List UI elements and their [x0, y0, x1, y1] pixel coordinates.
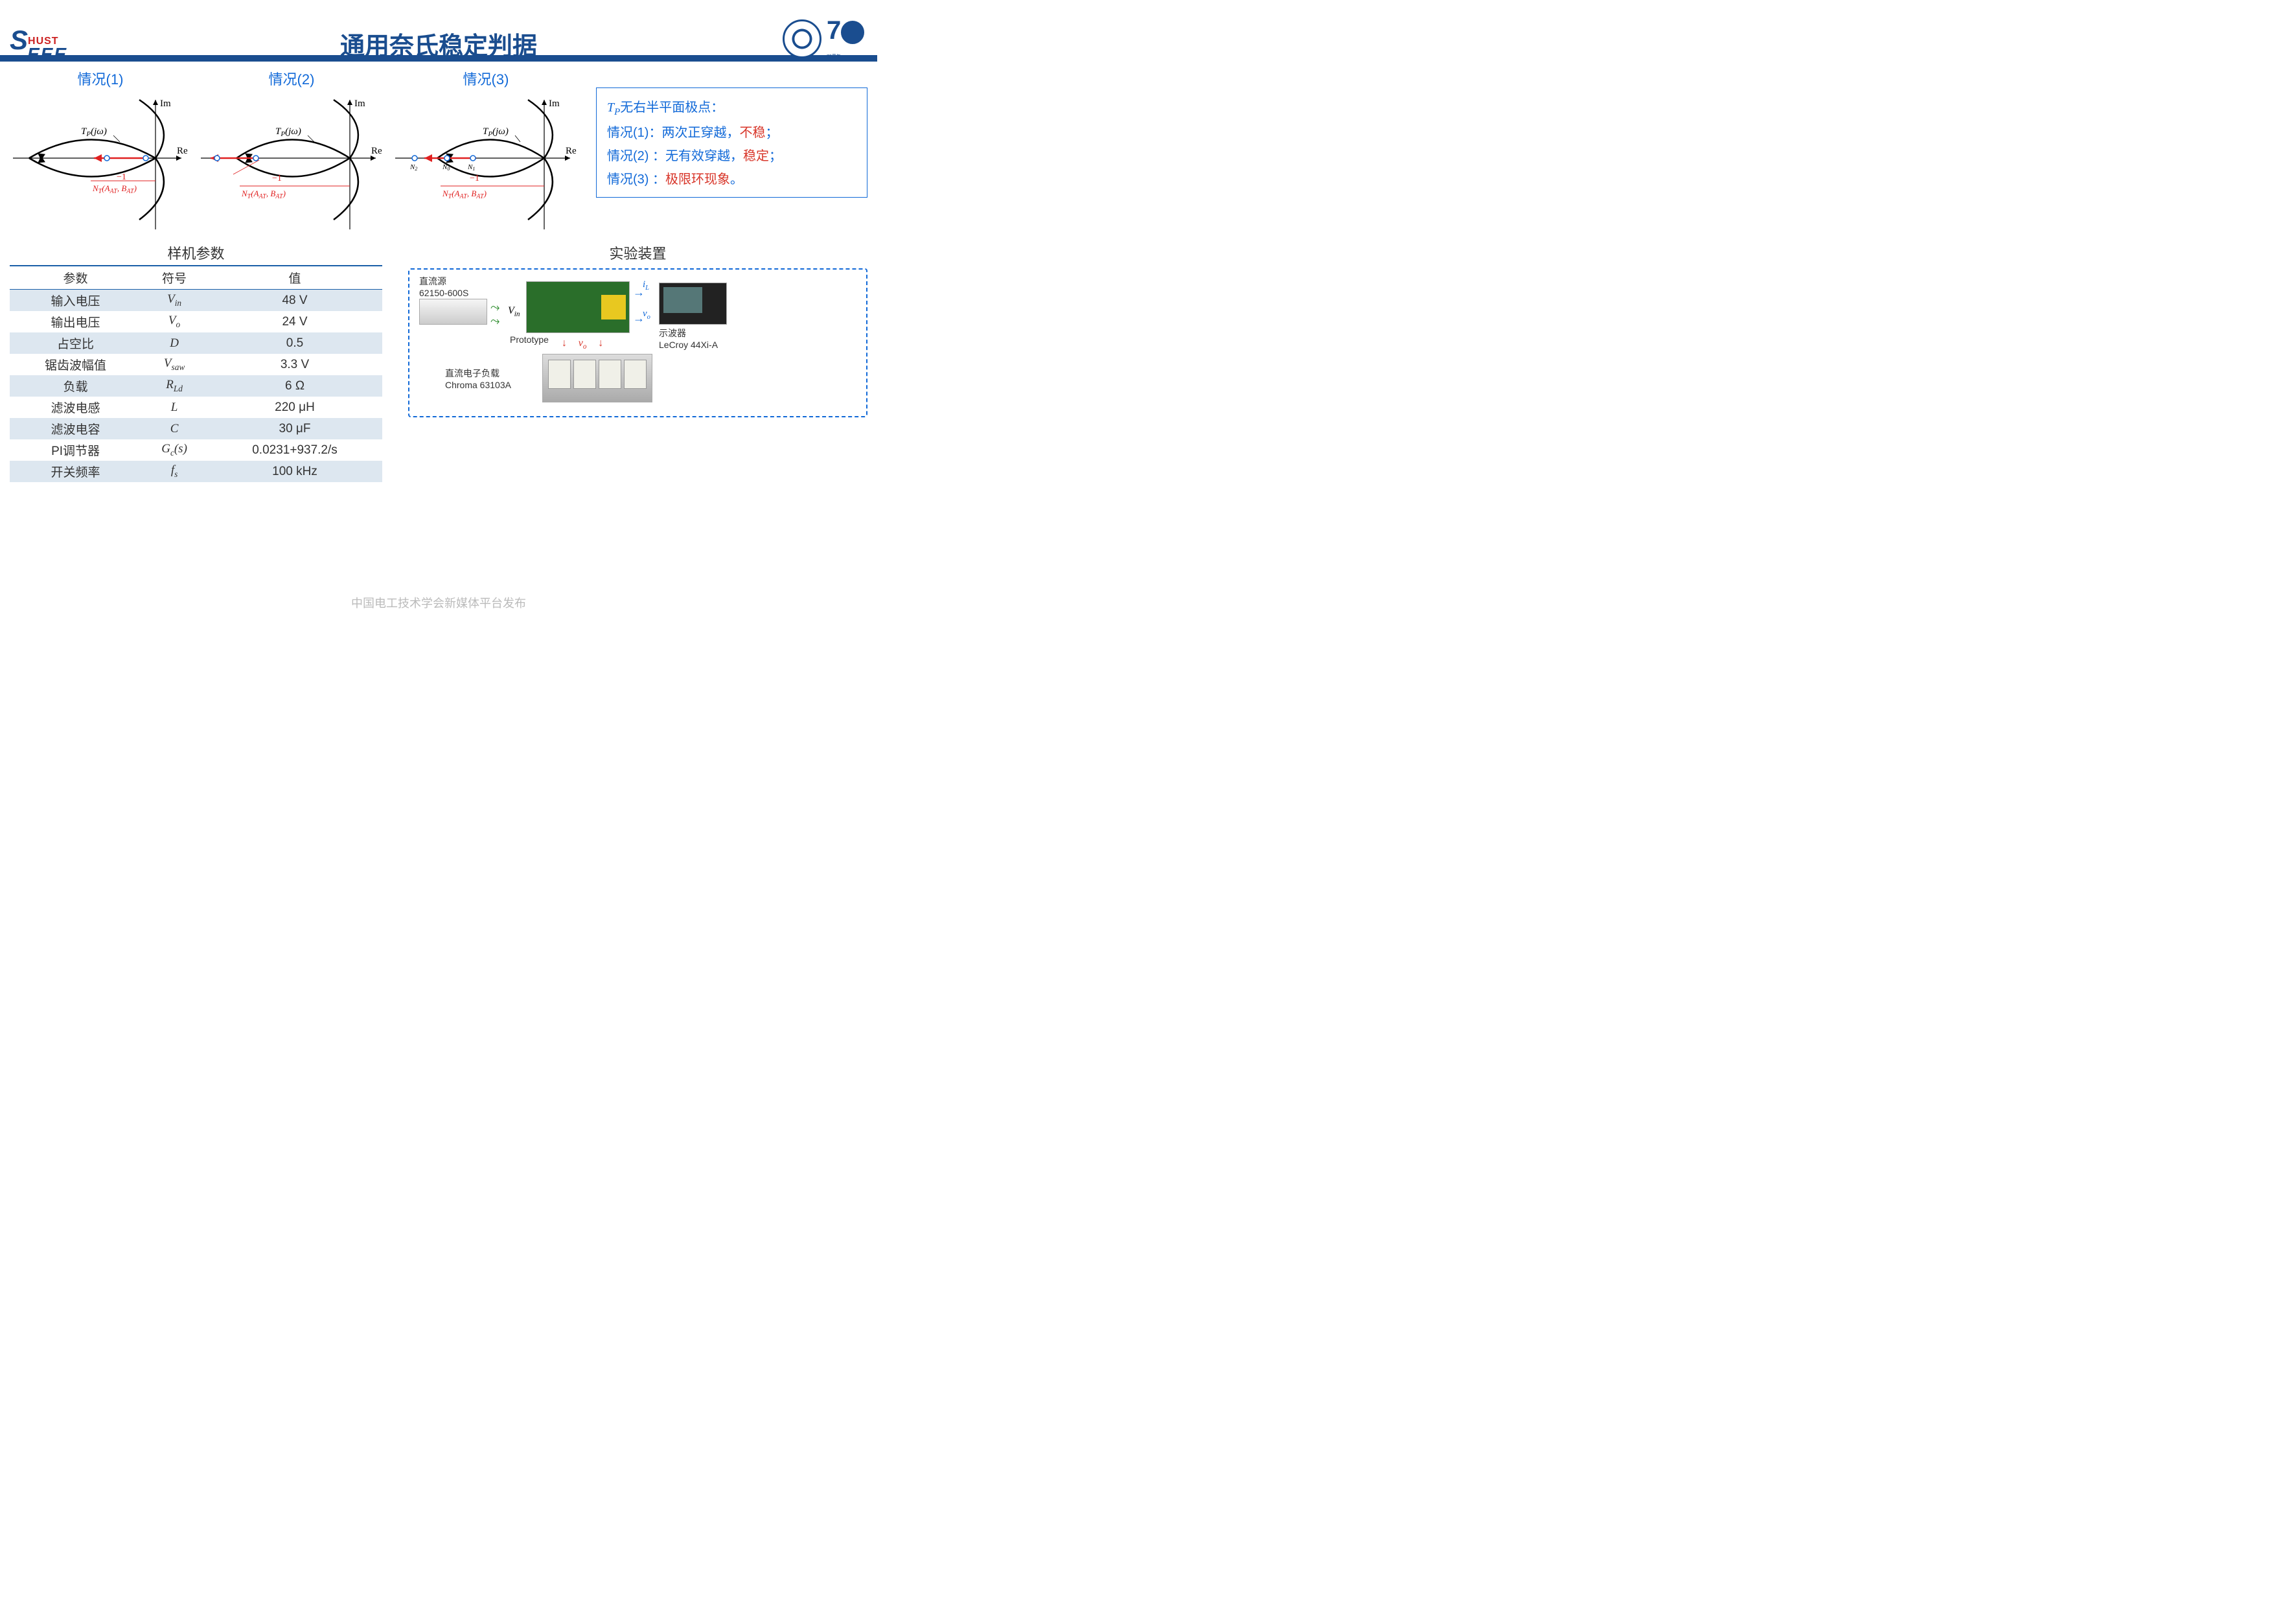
experiment-diagram: 直流源62150-600S ⤳⤳ Vin Prototype → iL → vo [408, 268, 867, 417]
vo-red-arrows: ↓ vo ↓ [562, 338, 603, 351]
svg-text:NT(AAT, BAT): NT(AAT, BAT) [241, 189, 286, 200]
dc-source-photo [419, 299, 487, 325]
anniversary-icon: 7 70周年 [827, 19, 866, 58]
table-title: 样机参数 [10, 242, 382, 263]
logo-right-group: 7 70周年 [783, 19, 866, 58]
diagram-case2: 情况(2) Im Re TP(jω) −1 NT(AAT, BAT) [198, 68, 385, 239]
svg-text:TP(jω): TP(jω) [275, 126, 301, 138]
params-table: 参数 符号 值 输入电压Vin48 V输出电压Vo24 V占空比D0.5锯齿波幅… [10, 265, 382, 482]
experiment-section: 实验装置 直流源62150-600S ⤳⤳ Vin Prototype → iL… [408, 242, 867, 482]
svg-text:TP(jω): TP(jω) [81, 126, 107, 138]
params-table-section: 样机参数 参数 符号 值 输入电压Vin48 V输出电压Vo24 V占空比D0.… [10, 242, 382, 482]
svg-text:−1: −1 [272, 174, 282, 183]
il-label: iL [643, 279, 649, 292]
prototype-label: Prototype [510, 334, 549, 345]
prototype-photo [526, 281, 630, 333]
svg-text:Im: Im [354, 99, 365, 109]
svg-text:Re: Re [177, 146, 188, 156]
nyquist-diagrams-row: 情况(1) Im Re TP(jω) −1 NT(AAT, BAT) [0, 62, 877, 239]
diagram-case1: 情况(1) Im Re TP(jω) −1 NT(AAT, BAT) [10, 68, 191, 239]
header: SHUST EEE 通用奈氏稳定判据 7 70周年 [0, 0, 877, 52]
svg-text:NT(AAT, BAT): NT(AAT, BAT) [442, 189, 487, 200]
table-row: 输出电压Vo24 V [10, 311, 382, 332]
legend-tp: T [607, 100, 614, 115]
case2-label: 情况(2) [198, 68, 385, 89]
load-photo [542, 354, 652, 402]
page-title: 通用奈氏稳定判据 [0, 19, 877, 62]
table-row: PI调节器Gc(s)0.0231+937.2/s [10, 439, 382, 461]
load-label: 直流电子负载Chroma 63103A [445, 367, 511, 390]
svg-text:−1: −1 [117, 172, 126, 182]
nyquist-plot-2: Im Re TP(jω) −1 NT(AAT, BAT) [198, 90, 385, 239]
diagram-case3: 情况(3) Im Re N2 N0 N1 TP(jω) −1 NT(A [392, 68, 580, 239]
svg-text:N1: N1 [467, 163, 475, 172]
scope-label: 示波器LeCroy 44Xi-A [659, 327, 718, 350]
table-row: 负载RLd6 Ω [10, 375, 382, 397]
svg-text:NT(AAT, BAT): NT(AAT, BAT) [92, 183, 137, 195]
table-row: 滤波电感L220 μH [10, 397, 382, 418]
svg-text:Re: Re [371, 146, 382, 156]
dc-source-label: 直流源62150-600S [419, 275, 468, 298]
svg-text:N2: N2 [409, 163, 417, 172]
bottom-row: 样机参数 参数 符号 值 输入电压Vin48 V输出电压Vo24 V占空比D0.… [0, 242, 877, 482]
vin-arrow: ⤳⤳ [490, 301, 499, 328]
emblem-icon [783, 19, 821, 58]
footer-text: 中国电工技术学会新媒体平台发布 [0, 594, 877, 611]
scope-photo [659, 283, 727, 325]
case3-label: 情况(3) [392, 68, 580, 89]
table-row: 输入电压Vin48 V [10, 290, 382, 312]
table-row: 占空比D0.5 [10, 332, 382, 354]
vo-label: vo [643, 308, 650, 321]
legend-box: TP无右半平面极点： 情况(1)：两次正穿越，不稳； 情况(2) ：无有效穿越，… [596, 87, 867, 198]
svg-text:Im: Im [549, 99, 560, 109]
svg-text:Im: Im [160, 99, 171, 109]
svg-text:TP(jω): TP(jω) [483, 126, 509, 138]
experiment-title: 实验装置 [408, 242, 867, 263]
table-row: 锯齿波幅值Vsaw3.3 V [10, 354, 382, 375]
th-param: 参数 [10, 266, 141, 290]
nyquist-plot-1: Im Re TP(jω) −1 NT(AAT, BAT) [10, 90, 191, 239]
case1-label: 情况(1) [10, 68, 191, 89]
svg-text:−1: −1 [470, 174, 479, 183]
th-value: 值 [207, 266, 382, 290]
table-row: 滤波电容C30 μF [10, 418, 382, 439]
table-row: 开关频率fs100 kHz [10, 461, 382, 482]
svg-text:Re: Re [566, 146, 577, 156]
vin-label: Vin [508, 305, 520, 318]
th-symbol: 符号 [141, 266, 207, 290]
nyquist-plot-3: Im Re N2 N0 N1 TP(jω) −1 NT(AAT, BAT) [392, 90, 580, 239]
